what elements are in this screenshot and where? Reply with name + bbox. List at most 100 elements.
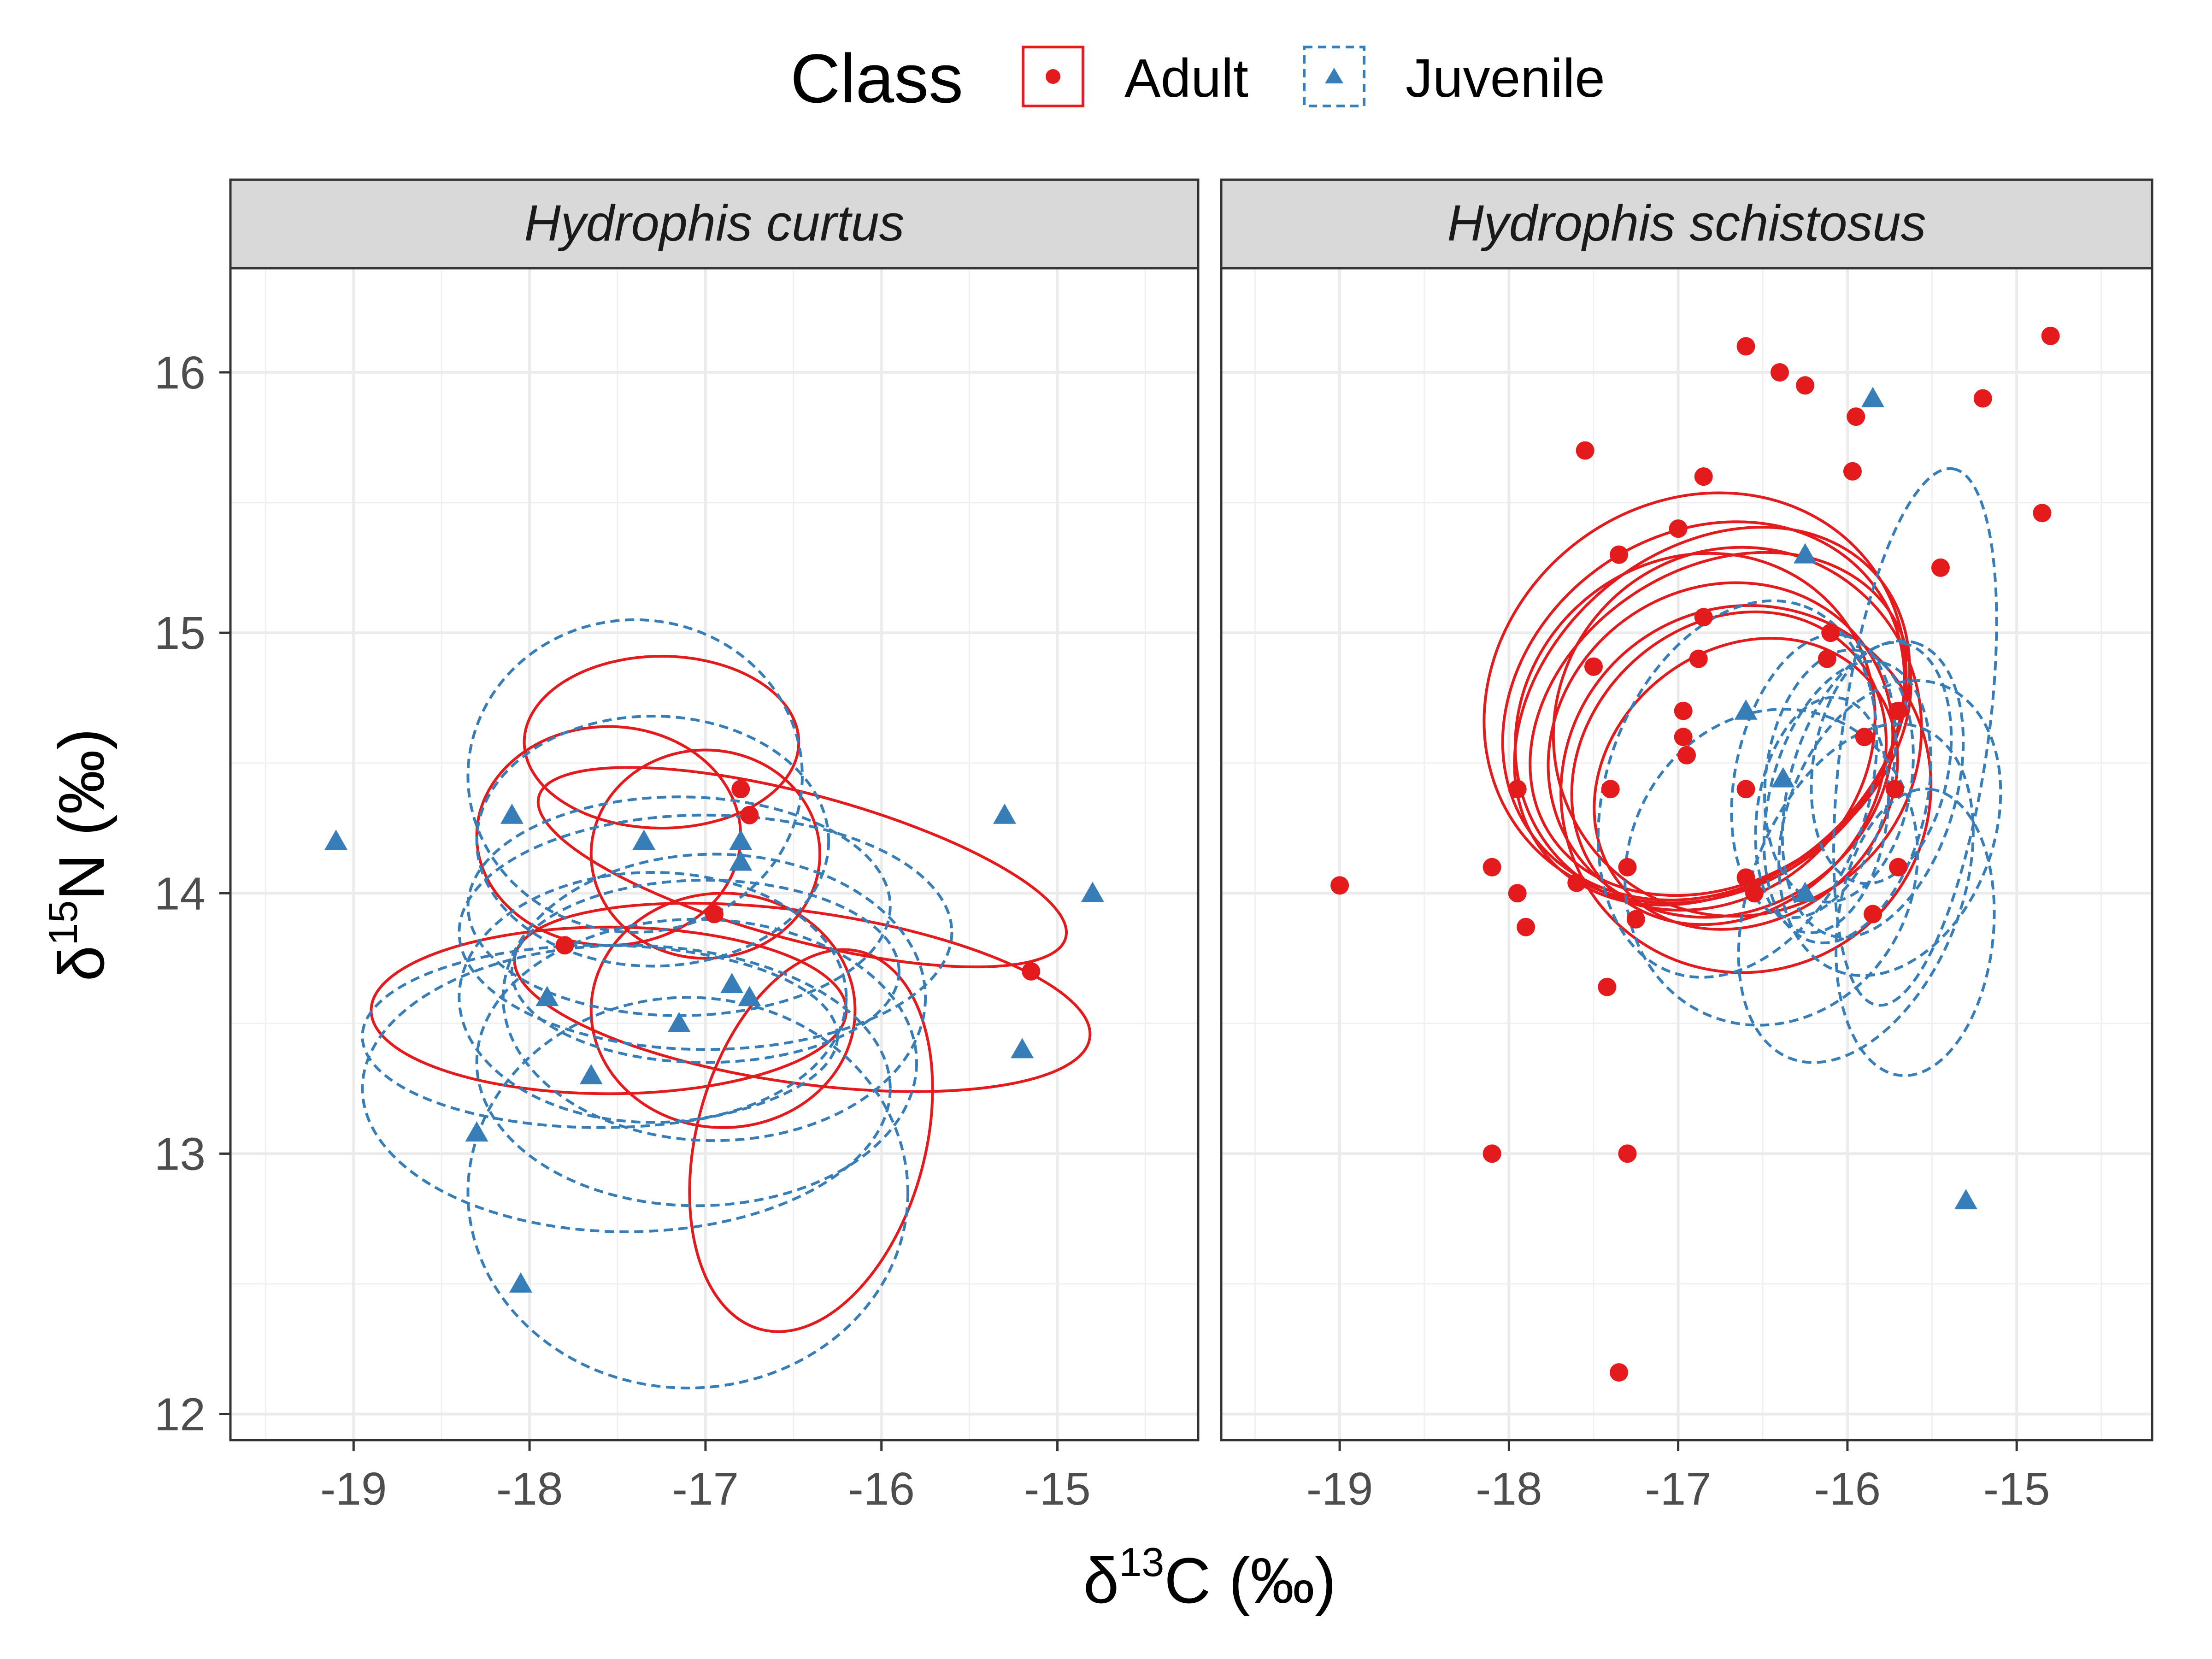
adult-point bbox=[1610, 545, 1629, 564]
adult-point bbox=[1889, 858, 1908, 877]
x-tick-label: -16 bbox=[1814, 1463, 1881, 1515]
adult-point bbox=[2033, 504, 2052, 523]
juvenile-ellipse bbox=[458, 871, 848, 1124]
adult-point bbox=[1669, 519, 1688, 538]
x-axis-title: δ13C (‰) bbox=[1083, 1539, 1336, 1617]
juvenile-point bbox=[509, 1272, 532, 1293]
adult-point bbox=[1674, 701, 1693, 720]
juvenile-point bbox=[738, 986, 761, 1006]
adult-point bbox=[731, 780, 750, 799]
juvenile-ellipse bbox=[475, 714, 830, 968]
juvenile-point bbox=[324, 830, 348, 850]
y-tick-label: 12 bbox=[154, 1388, 206, 1440]
adult-point bbox=[1855, 728, 1874, 747]
adult-point bbox=[1508, 884, 1527, 903]
y-tick-label: 14 bbox=[154, 868, 206, 919]
adult-point bbox=[1889, 701, 1908, 720]
adult-ellipse bbox=[1570, 610, 1888, 926]
juvenile-ellipse bbox=[501, 853, 927, 1142]
grid-major bbox=[1221, 268, 2152, 1440]
juvenile-point bbox=[1081, 882, 1104, 902]
juvenile-ellipse bbox=[458, 813, 953, 1051]
adult-ellipse bbox=[1593, 637, 1899, 931]
adult-point bbox=[555, 936, 574, 955]
adult-point bbox=[740, 806, 759, 824]
juvenile-point bbox=[729, 830, 753, 850]
x-tick-label: -15 bbox=[1024, 1463, 1091, 1515]
y-tick-label: 16 bbox=[154, 347, 206, 399]
x-tick-label: -15 bbox=[1983, 1463, 2050, 1515]
juvenile-ellipse bbox=[1781, 639, 1965, 939]
strip-background bbox=[1220, 178, 2153, 270]
adult-point bbox=[1674, 728, 1693, 747]
adult-point bbox=[1584, 657, 1603, 676]
adult-point bbox=[1843, 462, 1862, 481]
adult-point bbox=[1771, 363, 1789, 382]
panel-hydrophis-schistosus: Hydrophis schistosus bbox=[1220, 178, 2153, 1441]
juvenile-ellipse bbox=[466, 618, 804, 934]
ellipses bbox=[1483, 467, 2002, 1077]
juvenile-ellipse bbox=[1832, 467, 1998, 1007]
juvenile-point bbox=[1011, 1038, 1034, 1059]
juvenile-point bbox=[465, 1121, 488, 1142]
adult-point bbox=[1736, 337, 1755, 356]
adult-point bbox=[1626, 910, 1645, 929]
panel-border bbox=[1220, 267, 2153, 1441]
adult-point bbox=[1818, 649, 1836, 668]
juvenile-ellipse bbox=[1762, 659, 1932, 945]
grid-minor bbox=[230, 268, 1198, 1440]
adult-point bbox=[1864, 905, 1882, 924]
juvenile-point bbox=[535, 986, 559, 1006]
juvenile-point bbox=[1954, 1189, 1977, 1210]
grid-minor bbox=[1221, 268, 2152, 1440]
panel-hydrophis-curtus: Hydrophis curtus bbox=[229, 178, 1200, 1441]
adult-point bbox=[1931, 558, 1950, 577]
panel-border bbox=[229, 267, 1200, 1441]
juvenile-point bbox=[500, 803, 524, 824]
adult-ellipse bbox=[536, 766, 1068, 969]
adult-ellipse bbox=[589, 892, 857, 1129]
y-tick-label: 13 bbox=[154, 1128, 206, 1180]
strip-title: Hydrophis schistosus bbox=[1447, 195, 1926, 252]
adult-point bbox=[1694, 467, 1713, 486]
x-tick-label: -19 bbox=[320, 1463, 387, 1515]
adult-ellipse bbox=[1559, 604, 1932, 974]
juvenile-point bbox=[720, 973, 744, 994]
x-axis-panel-2: -19 -18 -17 -16 -15 bbox=[1306, 1440, 2050, 1515]
adult-ellipse bbox=[1513, 552, 1877, 912]
adult-ellipse bbox=[589, 748, 822, 960]
adult-point bbox=[1689, 649, 1708, 668]
x-tick-label: -18 bbox=[1476, 1463, 1542, 1515]
juvenile-point bbox=[579, 1064, 603, 1084]
adult-point bbox=[1483, 858, 1501, 877]
juvenile-ellipse bbox=[1835, 788, 1996, 1077]
y-axis-title: δ15N (‰) bbox=[40, 728, 118, 981]
juvenile-ellipse bbox=[1737, 722, 1975, 1064]
strip-title: Hydrophis curtus bbox=[524, 195, 904, 252]
juvenile-point bbox=[1794, 882, 1817, 902]
legend-key-adult bbox=[1022, 46, 1084, 107]
adult-point bbox=[1483, 1144, 1501, 1163]
x-tick-label: -18 bbox=[496, 1463, 563, 1515]
legend-label-juvenile: Juvenile bbox=[1406, 48, 1605, 109]
y-tick-label: 15 bbox=[154, 607, 206, 659]
adult-point bbox=[1618, 1144, 1637, 1163]
y-axis: 12 13 14 15 16 bbox=[154, 347, 230, 1440]
adult-ellipse bbox=[1529, 551, 1912, 897]
juvenile-point bbox=[993, 803, 1016, 824]
adult-ellipse bbox=[523, 655, 800, 830]
juvenile-point bbox=[632, 830, 656, 850]
juvenile-ellipse bbox=[1777, 679, 2002, 977]
juvenile-point bbox=[1771, 767, 1795, 788]
x-tick-label: -17 bbox=[672, 1463, 739, 1515]
juvenile-ellipse bbox=[1763, 648, 1915, 904]
adult-point bbox=[1610, 1363, 1629, 1382]
juvenile-ellipse bbox=[510, 879, 900, 1064]
juvenile-point bbox=[1734, 699, 1758, 720]
juvenile-ellipse bbox=[1754, 696, 1890, 935]
x-tick-label: -19 bbox=[1306, 1463, 1373, 1515]
juvenile-point bbox=[729, 850, 753, 871]
adult-point bbox=[1796, 376, 1815, 395]
legend-key-juvenile bbox=[1303, 46, 1365, 107]
